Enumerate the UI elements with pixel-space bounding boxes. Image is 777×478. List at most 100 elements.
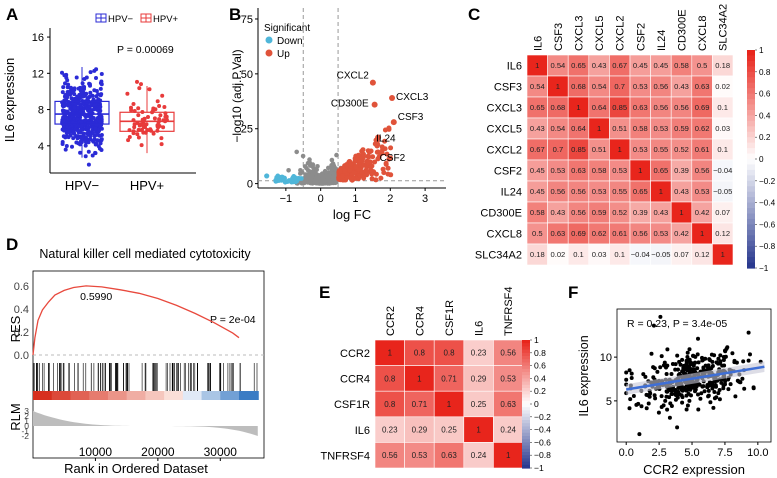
e-col-label: CCR4 — [414, 306, 426, 336]
c-scale-step — [747, 82, 755, 89]
f-annotation: R = 0.23, P = 3.4e-05 — [627, 318, 727, 330]
c-cell-value: 0.56 — [571, 187, 586, 196]
a-point — [60, 70, 64, 75]
c-cell-value: 0.43 — [551, 208, 566, 217]
c-row-label: IL6 — [507, 61, 522, 73]
b-point-ns — [326, 165, 331, 171]
d-rank-segment — [89, 391, 109, 400]
c-scale-step — [747, 224, 755, 231]
b-point-up — [359, 169, 365, 175]
c-row-label: IL24 — [501, 187, 522, 199]
e-cell — [404, 339, 435, 366]
a-point — [61, 134, 66, 139]
a-ytick-label: 8 — [38, 105, 44, 117]
b-point-up — [356, 152, 361, 158]
a-point — [77, 93, 82, 98]
f-point — [692, 368, 697, 373]
f-point — [695, 352, 700, 357]
e-cell — [374, 416, 405, 443]
a-point — [67, 121, 72, 126]
f-point — [723, 348, 727, 353]
e-cell-value: 1 — [476, 425, 481, 434]
panel-label-d: D — [6, 235, 18, 254]
c-scale-step — [747, 159, 755, 166]
e-scale-step — [522, 407, 530, 411]
c-scale-step — [747, 202, 755, 209]
d-xtick-label: 10000 — [79, 445, 113, 459]
d-rank-segment — [182, 391, 203, 400]
f-point — [700, 355, 704, 360]
d-ytick-bottom: 3 — [24, 406, 29, 416]
e-scale-step — [522, 436, 530, 440]
c-cell-value: 0.02 — [551, 250, 566, 259]
a-point — [60, 103, 65, 108]
panel-label-c: C — [468, 5, 480, 24]
e-cell-value: 0.23 — [382, 425, 398, 434]
f-point — [644, 392, 649, 397]
f-xtick-label: 7.5 — [717, 447, 732, 459]
a-point — [141, 123, 145, 128]
b-point-ns — [319, 180, 325, 186]
b-point-up — [378, 175, 384, 181]
f-point — [661, 403, 666, 408]
e-scale-step — [522, 362, 530, 367]
f-point — [658, 365, 663, 370]
f-point — [684, 407, 689, 412]
c-scale-label: −0.2 — [759, 177, 776, 186]
c-cell-value: 0.43 — [530, 124, 545, 133]
e-scale-step — [522, 397, 530, 402]
c-col-label: IL24 — [656, 30, 668, 51]
f-point — [685, 350, 690, 355]
e-cell-value: 0.29 — [471, 374, 487, 383]
e-scale-step — [522, 368, 530, 373]
a-point — [79, 104, 84, 109]
e-row-label: TNFRSF4 — [321, 450, 371, 462]
c-cell-value: 0.58 — [592, 166, 607, 175]
f-point — [628, 397, 633, 402]
c-cell-value: 0.58 — [633, 124, 648, 133]
c-cell-value: 0.53 — [695, 187, 710, 196]
c-cell-value: 0.39 — [674, 166, 689, 175]
c-cell-value: 0.1 — [717, 103, 728, 112]
a-point — [61, 85, 66, 90]
b-point-ns — [333, 180, 338, 186]
f-point — [710, 364, 715, 368]
c-cell-value: 0.63 — [695, 82, 710, 91]
a-point — [88, 90, 93, 95]
a-point — [163, 114, 168, 119]
f-point — [665, 407, 670, 412]
c-scale-label: 0.8 — [759, 68, 771, 77]
f-point — [696, 392, 700, 397]
c-cell-value: 0.02 — [715, 82, 730, 91]
f-point — [665, 347, 670, 352]
b-legend-down: Down — [277, 36, 303, 47]
d-peak-label: 0.5990 — [80, 291, 112, 303]
c-cell-value: 0.03 — [715, 124, 730, 133]
a-point — [64, 72, 69, 77]
d-rank-segment — [107, 391, 128, 400]
f-point — [675, 425, 680, 430]
f-point — [706, 383, 711, 388]
e-scale-step — [522, 346, 530, 351]
c-cell-value: 0.62 — [695, 124, 710, 133]
e-scale-step — [522, 349, 530, 354]
b-ytick-label: 25 — [241, 124, 253, 136]
c-scale-step — [747, 60, 755, 67]
a-point — [94, 67, 99, 72]
f-point — [680, 400, 685, 405]
a-point — [62, 128, 67, 133]
panel-d-gsea: Natural killer cell mediated cytotoxicit… — [8, 247, 265, 476]
c-cell-value: 0.1 — [614, 250, 625, 259]
f-point — [673, 391, 678, 396]
f-point — [688, 362, 693, 367]
c-cell-value: 0.56 — [633, 229, 648, 238]
b-point-up — [353, 157, 358, 163]
f-point — [717, 397, 722, 402]
b-point-up — [342, 168, 348, 174]
c-cell-value: 0.67 — [530, 145, 545, 154]
e-scale-step — [522, 432, 530, 437]
c-cell-value: 0.67 — [612, 61, 627, 70]
b-point-up — [337, 169, 343, 175]
c-cell-value: −0.04 — [713, 166, 732, 175]
b-ytick-label: 0 — [247, 179, 253, 191]
